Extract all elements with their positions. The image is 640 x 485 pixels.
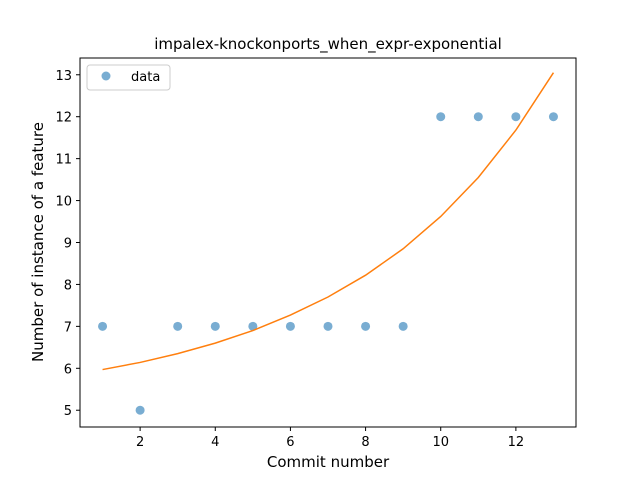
x-tick-label: 10 bbox=[432, 435, 449, 450]
legend-marker-data bbox=[101, 71, 111, 81]
fit-line bbox=[102, 72, 555, 371]
x-tick-label: 6 bbox=[286, 435, 294, 450]
chart-title: impalex-knockonports_when_expr-exponenti… bbox=[154, 35, 502, 54]
data-point bbox=[135, 405, 145, 415]
x-tick-label: 2 bbox=[136, 435, 144, 450]
y-tick-label: 12 bbox=[55, 111, 72, 126]
data-point bbox=[473, 112, 483, 122]
y-tick-label: 6 bbox=[64, 362, 72, 377]
y-axis-title: Number of instance of a feature bbox=[29, 122, 47, 362]
data-point bbox=[548, 112, 558, 122]
x-tick-label: 12 bbox=[508, 435, 525, 450]
legend-box bbox=[86, 64, 171, 91]
x-axis-ticks: 2 4 6 8 10 12 bbox=[136, 427, 524, 450]
data-point bbox=[285, 321, 295, 331]
data-point bbox=[511, 112, 521, 122]
plot-marks bbox=[98, 72, 558, 415]
data-point bbox=[323, 321, 333, 331]
x-tick-label: 8 bbox=[361, 435, 369, 450]
y-tick-label: 7 bbox=[64, 320, 72, 335]
y-tick-label: 5 bbox=[64, 404, 72, 419]
x-axis-title: Commit number bbox=[267, 453, 390, 471]
x-tick-label: 4 bbox=[211, 435, 219, 450]
data-point bbox=[98, 321, 108, 331]
data-point bbox=[210, 321, 220, 331]
y-tick-label: 8 bbox=[64, 278, 72, 293]
y-tick-label: 9 bbox=[64, 237, 72, 252]
y-axis-ticks: 5 6 7 8 9 10 11 12 13 bbox=[55, 69, 80, 419]
data-point bbox=[361, 321, 371, 331]
legend-label-data: data bbox=[131, 70, 160, 85]
data-point bbox=[248, 321, 258, 331]
y-tick-label: 10 bbox=[55, 195, 72, 210]
data-point bbox=[398, 321, 408, 331]
legend: data bbox=[86, 64, 171, 91]
y-tick-label: 13 bbox=[55, 69, 72, 84]
y-tick-label: 11 bbox=[55, 153, 72, 168]
data-point bbox=[436, 112, 446, 122]
data-point bbox=[173, 321, 183, 331]
